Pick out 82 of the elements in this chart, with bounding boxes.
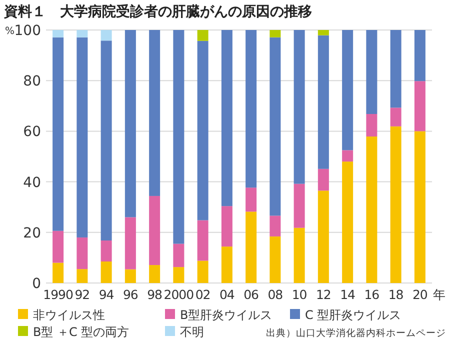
- bar: [390, 108, 402, 126]
- bar: [318, 35, 329, 169]
- bar: [342, 30, 354, 150]
- bar: [270, 236, 281, 283]
- x-tick-label: 20: [412, 287, 428, 302]
- x-tick-label: 04: [219, 287, 235, 302]
- x-tick-label: 98: [147, 287, 163, 302]
- bar: [124, 30, 136, 218]
- x-tick-label: 94: [98, 287, 114, 302]
- bar: [100, 240, 112, 262]
- bar: [270, 30, 281, 38]
- y-tick-label: 60: [23, 124, 41, 140]
- bar: [390, 30, 402, 108]
- bar: [52, 262, 64, 283]
- bar: [294, 184, 305, 228]
- y-tick-label: 40: [23, 174, 41, 191]
- x-tick-label: 92: [74, 287, 90, 302]
- x-tick-label: 12: [316, 287, 331, 302]
- bar: [149, 30, 160, 196]
- bar: [76, 37, 88, 238]
- bar: [221, 246, 232, 283]
- source-note: 出典）山口大学消化器内科ホームページ: [266, 327, 446, 339]
- bar: [414, 81, 426, 132]
- x-tick-label: 1990: [43, 287, 74, 302]
- bar: [100, 261, 112, 283]
- bar: [246, 188, 257, 212]
- bar: [318, 168, 329, 191]
- bar: [294, 30, 305, 184]
- x-tick-label: 16: [364, 287, 380, 302]
- x-tick-label: 14: [340, 287, 356, 302]
- legend-label: 不明: [180, 325, 204, 339]
- x-tick-label: 96: [122, 287, 138, 302]
- bar: [124, 269, 136, 283]
- bar: [52, 37, 64, 231]
- bar: [342, 150, 354, 162]
- bar: [318, 30, 329, 36]
- bar: [149, 196, 160, 266]
- y-tick-label: 100: [14, 23, 41, 39]
- x-tick-label: 08: [268, 287, 284, 302]
- chart-title: 資料１ 大学病院受診者の肝臓がんの原因の推移: [3, 3, 312, 20]
- bar: [197, 40, 208, 220]
- bar: [173, 244, 184, 268]
- bar: [246, 212, 257, 283]
- x-tick-label: 2000: [164, 287, 194, 302]
- bar: [318, 190, 329, 283]
- bar: [414, 30, 426, 82]
- x-tick-label: 10: [292, 287, 308, 302]
- x-axis-title: 年: [433, 287, 446, 302]
- bar: [197, 220, 208, 261]
- bar: [366, 136, 378, 283]
- x-tick-label: 02: [195, 287, 210, 302]
- bar: [100, 30, 112, 41]
- bar: [52, 230, 64, 263]
- bar: [390, 126, 402, 283]
- bar: [414, 131, 426, 283]
- bar: [270, 216, 281, 236]
- bar: [149, 265, 160, 283]
- bar: [221, 30, 232, 206]
- bar: [270, 37, 281, 216]
- bar: [246, 30, 257, 188]
- y-tick-label: 20: [23, 225, 41, 242]
- bar: [76, 237, 88, 270]
- x-tick-label: 06: [244, 287, 260, 302]
- bar: [342, 162, 354, 283]
- bar: [76, 30, 88, 38]
- y-tick-label: 80: [23, 74, 41, 90]
- bar: [197, 30, 208, 41]
- bar: [197, 260, 208, 283]
- bar: [366, 30, 378, 114]
- y-axis-title: %: [5, 26, 15, 37]
- bar: [173, 30, 184, 244]
- legend-label: 非ウイルス性: [33, 308, 105, 322]
- bar: [76, 269, 88, 283]
- bar: [366, 114, 378, 137]
- bar: [294, 228, 305, 283]
- bar: [52, 30, 64, 38]
- y-tick-label: 0: [32, 276, 41, 292]
- bar: [100, 40, 112, 240]
- bar: [221, 206, 232, 247]
- bar: [124, 217, 136, 270]
- bar: [173, 267, 184, 283]
- x-tick-label: 18: [388, 287, 404, 302]
